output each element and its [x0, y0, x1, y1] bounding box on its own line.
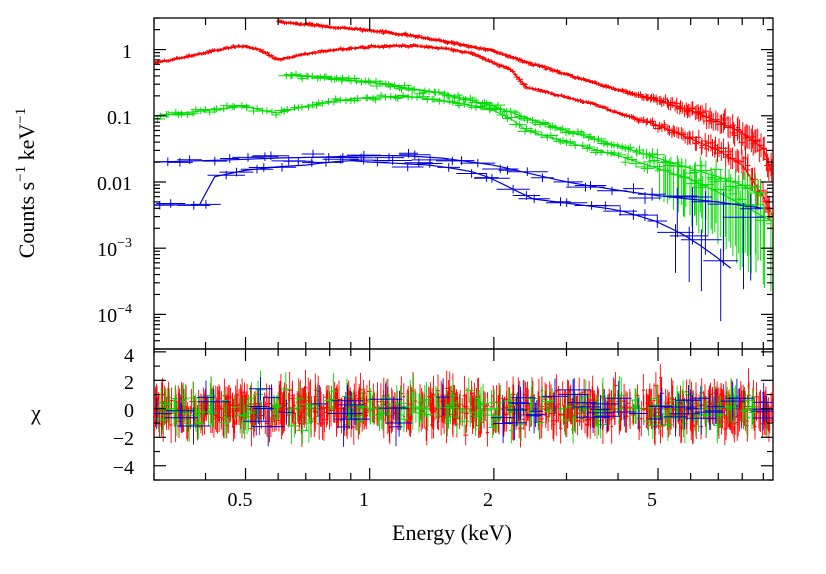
x-tick-label: 1	[359, 489, 369, 511]
top-panel-data	[154, 19, 773, 322]
x-axis-title: Energy (keV)	[392, 520, 512, 545]
top-y-axis-title: Counts s−1 keV−1	[13, 108, 39, 259]
model-line-red-low	[154, 44, 773, 217]
x-tick-label: 2	[483, 489, 493, 511]
x-tick-labels: 0.5 1 2 5	[228, 489, 658, 511]
y-tick-label: 0.1	[107, 107, 132, 129]
y-tick-label: 0.01	[97, 173, 132, 195]
x-tick-label: 0.5	[228, 489, 253, 511]
top-y-tick-labels: 1 0.1 0.01 10−3 10−4	[97, 41, 132, 327]
top-panel-frame	[153, 17, 774, 350]
residual-panel-data	[154, 363, 773, 448]
y-tick-label: 1	[122, 41, 132, 63]
model-line-red-high	[278, 21, 773, 177]
series-red-high	[276, 19, 773, 183]
residual-y-tick-label: −2	[113, 428, 134, 450]
axis-ticks	[153, 17, 773, 481]
residual-y-tick-label: 0	[124, 400, 134, 422]
residual-y-tick-label: −4	[113, 457, 134, 479]
y-tick-label: 10−4	[97, 302, 132, 327]
residual-y-axis-title: χ	[30, 400, 41, 425]
series-green-high	[278, 70, 768, 261]
series-blue-high	[154, 149, 765, 290]
x-tick-label: 5	[647, 489, 657, 511]
series-red-low	[154, 42, 773, 229]
y-tick-label: 10−3	[97, 236, 132, 261]
series-green-low	[154, 91, 773, 292]
series-blue-low	[154, 155, 739, 322]
residual-y-tick-labels: 4 2 0 −2 −4	[113, 345, 134, 479]
residuals-green	[154, 370, 773, 445]
residual-y-tick-label: 2	[124, 372, 134, 394]
residual-y-tick-label: 4	[124, 345, 134, 367]
residuals-blue	[154, 377, 773, 447]
